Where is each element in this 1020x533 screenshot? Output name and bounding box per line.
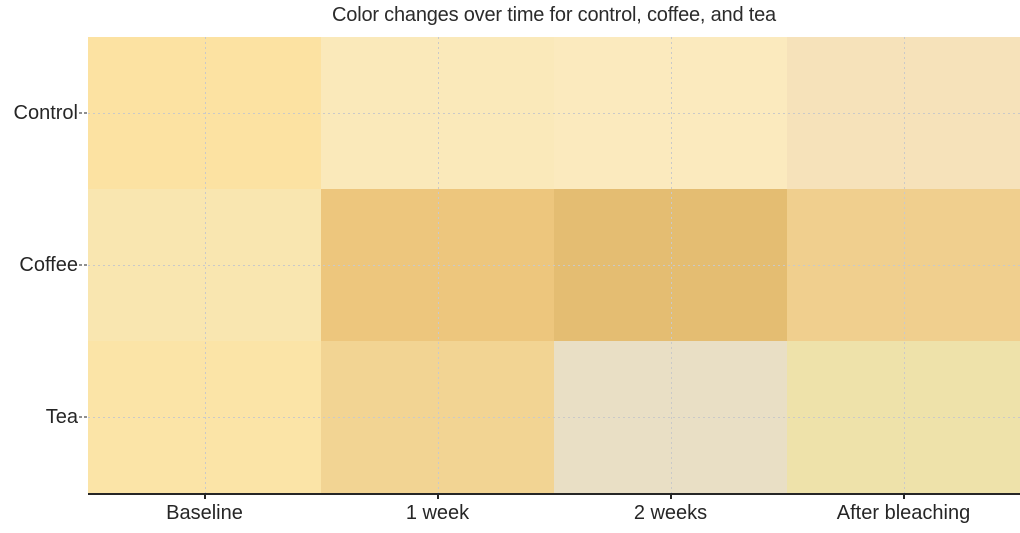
y-tick-label-coffee: Coffee xyxy=(19,254,78,276)
x-tick-label-1-week: 1 week xyxy=(405,502,470,524)
heatmap-cell-coffee-2-weeks xyxy=(554,189,787,341)
heatmap-cell-coffee-1-week xyxy=(321,189,554,341)
chart-title: Color changes over time for control, cof… xyxy=(332,4,776,26)
plot-area xyxy=(88,37,1020,493)
heatmap-cell-tea-after-bleaching xyxy=(787,341,1020,493)
heatmap-cell-tea-1-week xyxy=(321,341,554,493)
heatmap-cell-control-2-weeks xyxy=(554,37,787,189)
heatmap-cell-control-after-bleaching xyxy=(787,37,1020,189)
x-tick-after-bleaching xyxy=(902,495,905,499)
y-tick-label-control: Control xyxy=(13,102,78,124)
y-tick-label-tea: Tea xyxy=(45,406,78,428)
heatmap-cell-control-1-week xyxy=(321,37,554,189)
heatmap-cell-coffee-baseline xyxy=(88,189,321,341)
x-axis-line xyxy=(88,493,1020,495)
x-tick-label-2-weeks: 2 weeks xyxy=(633,502,708,524)
heatmap-cell-control-baseline xyxy=(88,37,321,189)
x-tick-2-weeks xyxy=(669,495,672,499)
heatmap-cell-coffee-after-bleaching xyxy=(787,189,1020,341)
x-tick-label-after-bleaching: After bleaching xyxy=(836,502,971,524)
y-tick-tea xyxy=(79,416,87,418)
x-tick-label-baseline: Baseline xyxy=(166,502,243,524)
y-tick-coffee xyxy=(79,264,87,266)
y-tick-control xyxy=(79,112,87,114)
heatmap-cell-tea-baseline xyxy=(88,341,321,493)
x-tick-baseline xyxy=(203,495,206,499)
heatmap-cell-tea-2-weeks xyxy=(554,341,787,493)
x-tick-1-week xyxy=(436,495,439,499)
